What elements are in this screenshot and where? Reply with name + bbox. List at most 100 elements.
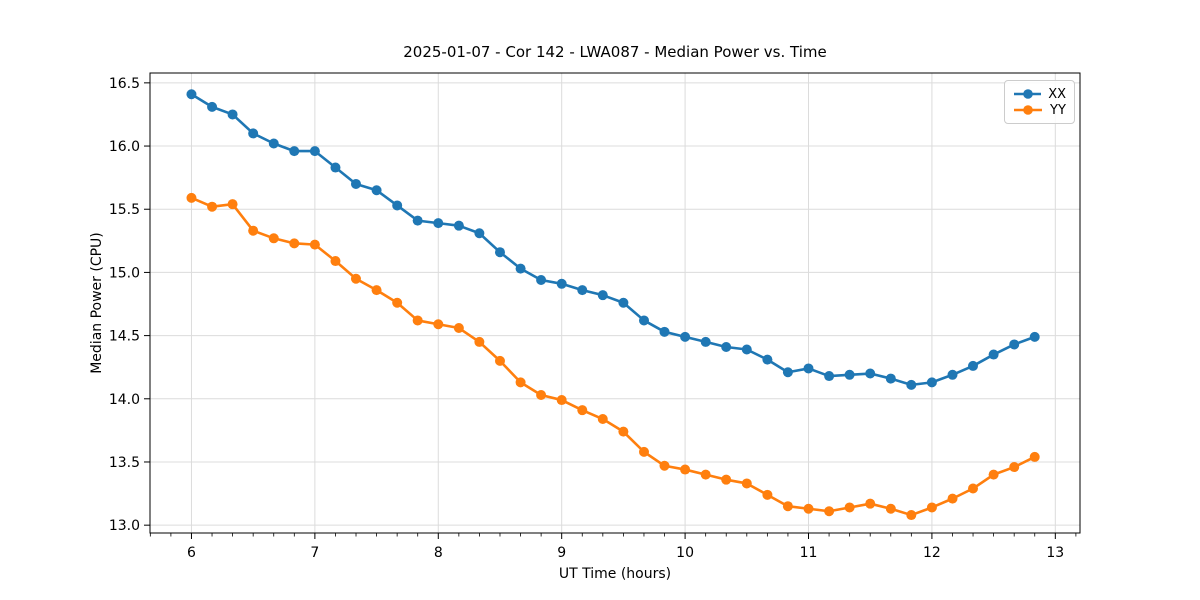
data-point-yy: [844, 502, 855, 513]
data-point-yy: [207, 201, 218, 212]
data-point-yy: [536, 390, 547, 400]
data-point-yy: [947, 493, 958, 504]
data-point-xx: [289, 146, 300, 157]
chart-title: 2025-01-07 - Cor 142 - LWA087 - Median P…: [403, 43, 827, 61]
data-point-yy: [453, 323, 464, 334]
x-tick-label: 13: [1046, 545, 1064, 561]
data-point-yy: [968, 483, 979, 494]
data-point-yy: [515, 377, 526, 388]
legend-item-yy: YY: [1013, 104, 1066, 117]
x-axis-label: UT Time (hours): [558, 566, 672, 582]
data-point-xx: [433, 218, 444, 229]
data-point-xx: [515, 263, 526, 274]
data-point-xx: [947, 369, 958, 380]
data-point-xx: [988, 349, 999, 360]
data-point-xx: [207, 101, 218, 112]
y-tick-label: 13.0: [109, 518, 140, 534]
data-point-xx: [350, 178, 361, 189]
legend-line-sample-yy: [1014, 105, 1042, 115]
data-point-xx: [762, 354, 773, 365]
data-point-yy: [227, 199, 238, 210]
data-point-yy: [988, 469, 999, 480]
data-point-xx: [1029, 331, 1040, 342]
data-point-xx: [680, 331, 691, 342]
data-point-xx: [844, 369, 855, 380]
x-tick-label: 8: [434, 545, 443, 561]
data-point-yy: [556, 395, 567, 406]
data-point-yy: [577, 405, 588, 416]
data-point-yy: [412, 315, 423, 326]
data-point-xx: [885, 373, 896, 384]
data-point-xx: [556, 278, 567, 289]
data-point-yy: [885, 503, 896, 514]
data-point-xx: [494, 247, 505, 258]
data-point-yy: [350, 273, 361, 284]
data-point-yy: [926, 502, 937, 513]
data-point-xx: [639, 315, 650, 326]
data-point-xx: [536, 275, 547, 285]
data-point-yy: [762, 489, 773, 500]
y-tick-label: 16.5: [109, 76, 140, 92]
data-point-xx: [330, 162, 341, 173]
data-point-xx: [597, 290, 608, 301]
series-line-xx: [190, 93, 1036, 387]
data-point-xx: [186, 89, 197, 100]
data-point-yy: [1029, 451, 1040, 462]
data-point-xx: [412, 215, 423, 226]
legend-item-xx: XX: [1013, 88, 1066, 101]
data-point-xx: [782, 367, 793, 378]
legend-line-sample-xx: [1014, 89, 1042, 99]
data-point-yy: [824, 506, 835, 517]
x-tick-label: 12: [923, 545, 941, 561]
data-point-yy: [474, 336, 485, 347]
data-point-yy: [700, 469, 711, 480]
data-point-yy: [1009, 462, 1020, 473]
data-point-xx: [1009, 339, 1020, 350]
y-axis-label: Median Power (CPU): [89, 232, 105, 374]
data-point-yy: [906, 510, 917, 521]
data-point-yy: [309, 239, 320, 250]
data-point-yy: [803, 503, 814, 514]
x-tick-label: 7: [310, 545, 319, 561]
data-point-yy: [782, 501, 793, 512]
data-point-xx: [865, 368, 876, 379]
data-point-yy: [659, 460, 670, 471]
data-point-xx: [618, 297, 629, 308]
y-tick-label: 13.5: [109, 455, 140, 471]
data-point-xx: [577, 285, 588, 296]
data-point-yy: [248, 225, 259, 236]
data-point-xx: [968, 360, 979, 371]
x-tick-label: 10: [676, 545, 694, 561]
data-point-xx: [268, 138, 279, 149]
legend-label-xx: XX: [1048, 86, 1066, 102]
data-point-xx: [803, 363, 814, 374]
data-point-yy: [433, 319, 444, 330]
y-tick-label: 16.0: [109, 139, 140, 155]
data-point-xx: [474, 228, 485, 239]
y-tick-label: 15.5: [109, 202, 140, 218]
data-point-yy: [371, 285, 382, 296]
y-tick-label: 15.0: [109, 265, 140, 281]
data-point-yy: [330, 256, 341, 267]
axes-spines: [149, 72, 1081, 534]
data-point-yy: [741, 478, 752, 489]
x-tick-label: 11: [800, 545, 818, 561]
data-point-xx: [248, 128, 259, 139]
data-point-yy: [289, 238, 300, 249]
data-point-yy: [186, 192, 197, 203]
data-point-xx: [227, 109, 238, 120]
legend: XX YY: [1004, 80, 1075, 124]
data-point-xx: [700, 336, 711, 347]
data-point-xx: [371, 185, 382, 196]
data-point-yy: [268, 233, 279, 244]
data-point-yy: [721, 474, 732, 485]
y-tick-label: 14.0: [109, 392, 140, 408]
x-tick-label: 9: [557, 545, 566, 561]
data-point-yy: [618, 426, 629, 437]
data-point-xx: [906, 379, 917, 390]
data-point-xx: [721, 341, 732, 352]
data-point-yy: [494, 355, 505, 366]
data-point-yy: [597, 414, 608, 425]
